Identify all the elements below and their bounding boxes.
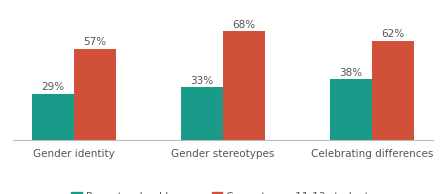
Text: 38%: 38% [339, 68, 363, 78]
Bar [182, 87, 223, 140]
Text: 68%: 68% [232, 20, 256, 30]
Text: 57%: 57% [83, 37, 107, 47]
Bar [74, 49, 116, 140]
Bar [372, 41, 413, 140]
Bar [223, 31, 264, 140]
Bar [330, 79, 372, 140]
Legend: Recent  school leavers, Current year 11-13 students: Recent school leavers, Current year 11-1… [71, 192, 375, 194]
Bar [33, 94, 74, 140]
Text: 33%: 33% [190, 75, 214, 86]
Text: 29%: 29% [42, 82, 65, 92]
Text: 62%: 62% [381, 29, 404, 39]
